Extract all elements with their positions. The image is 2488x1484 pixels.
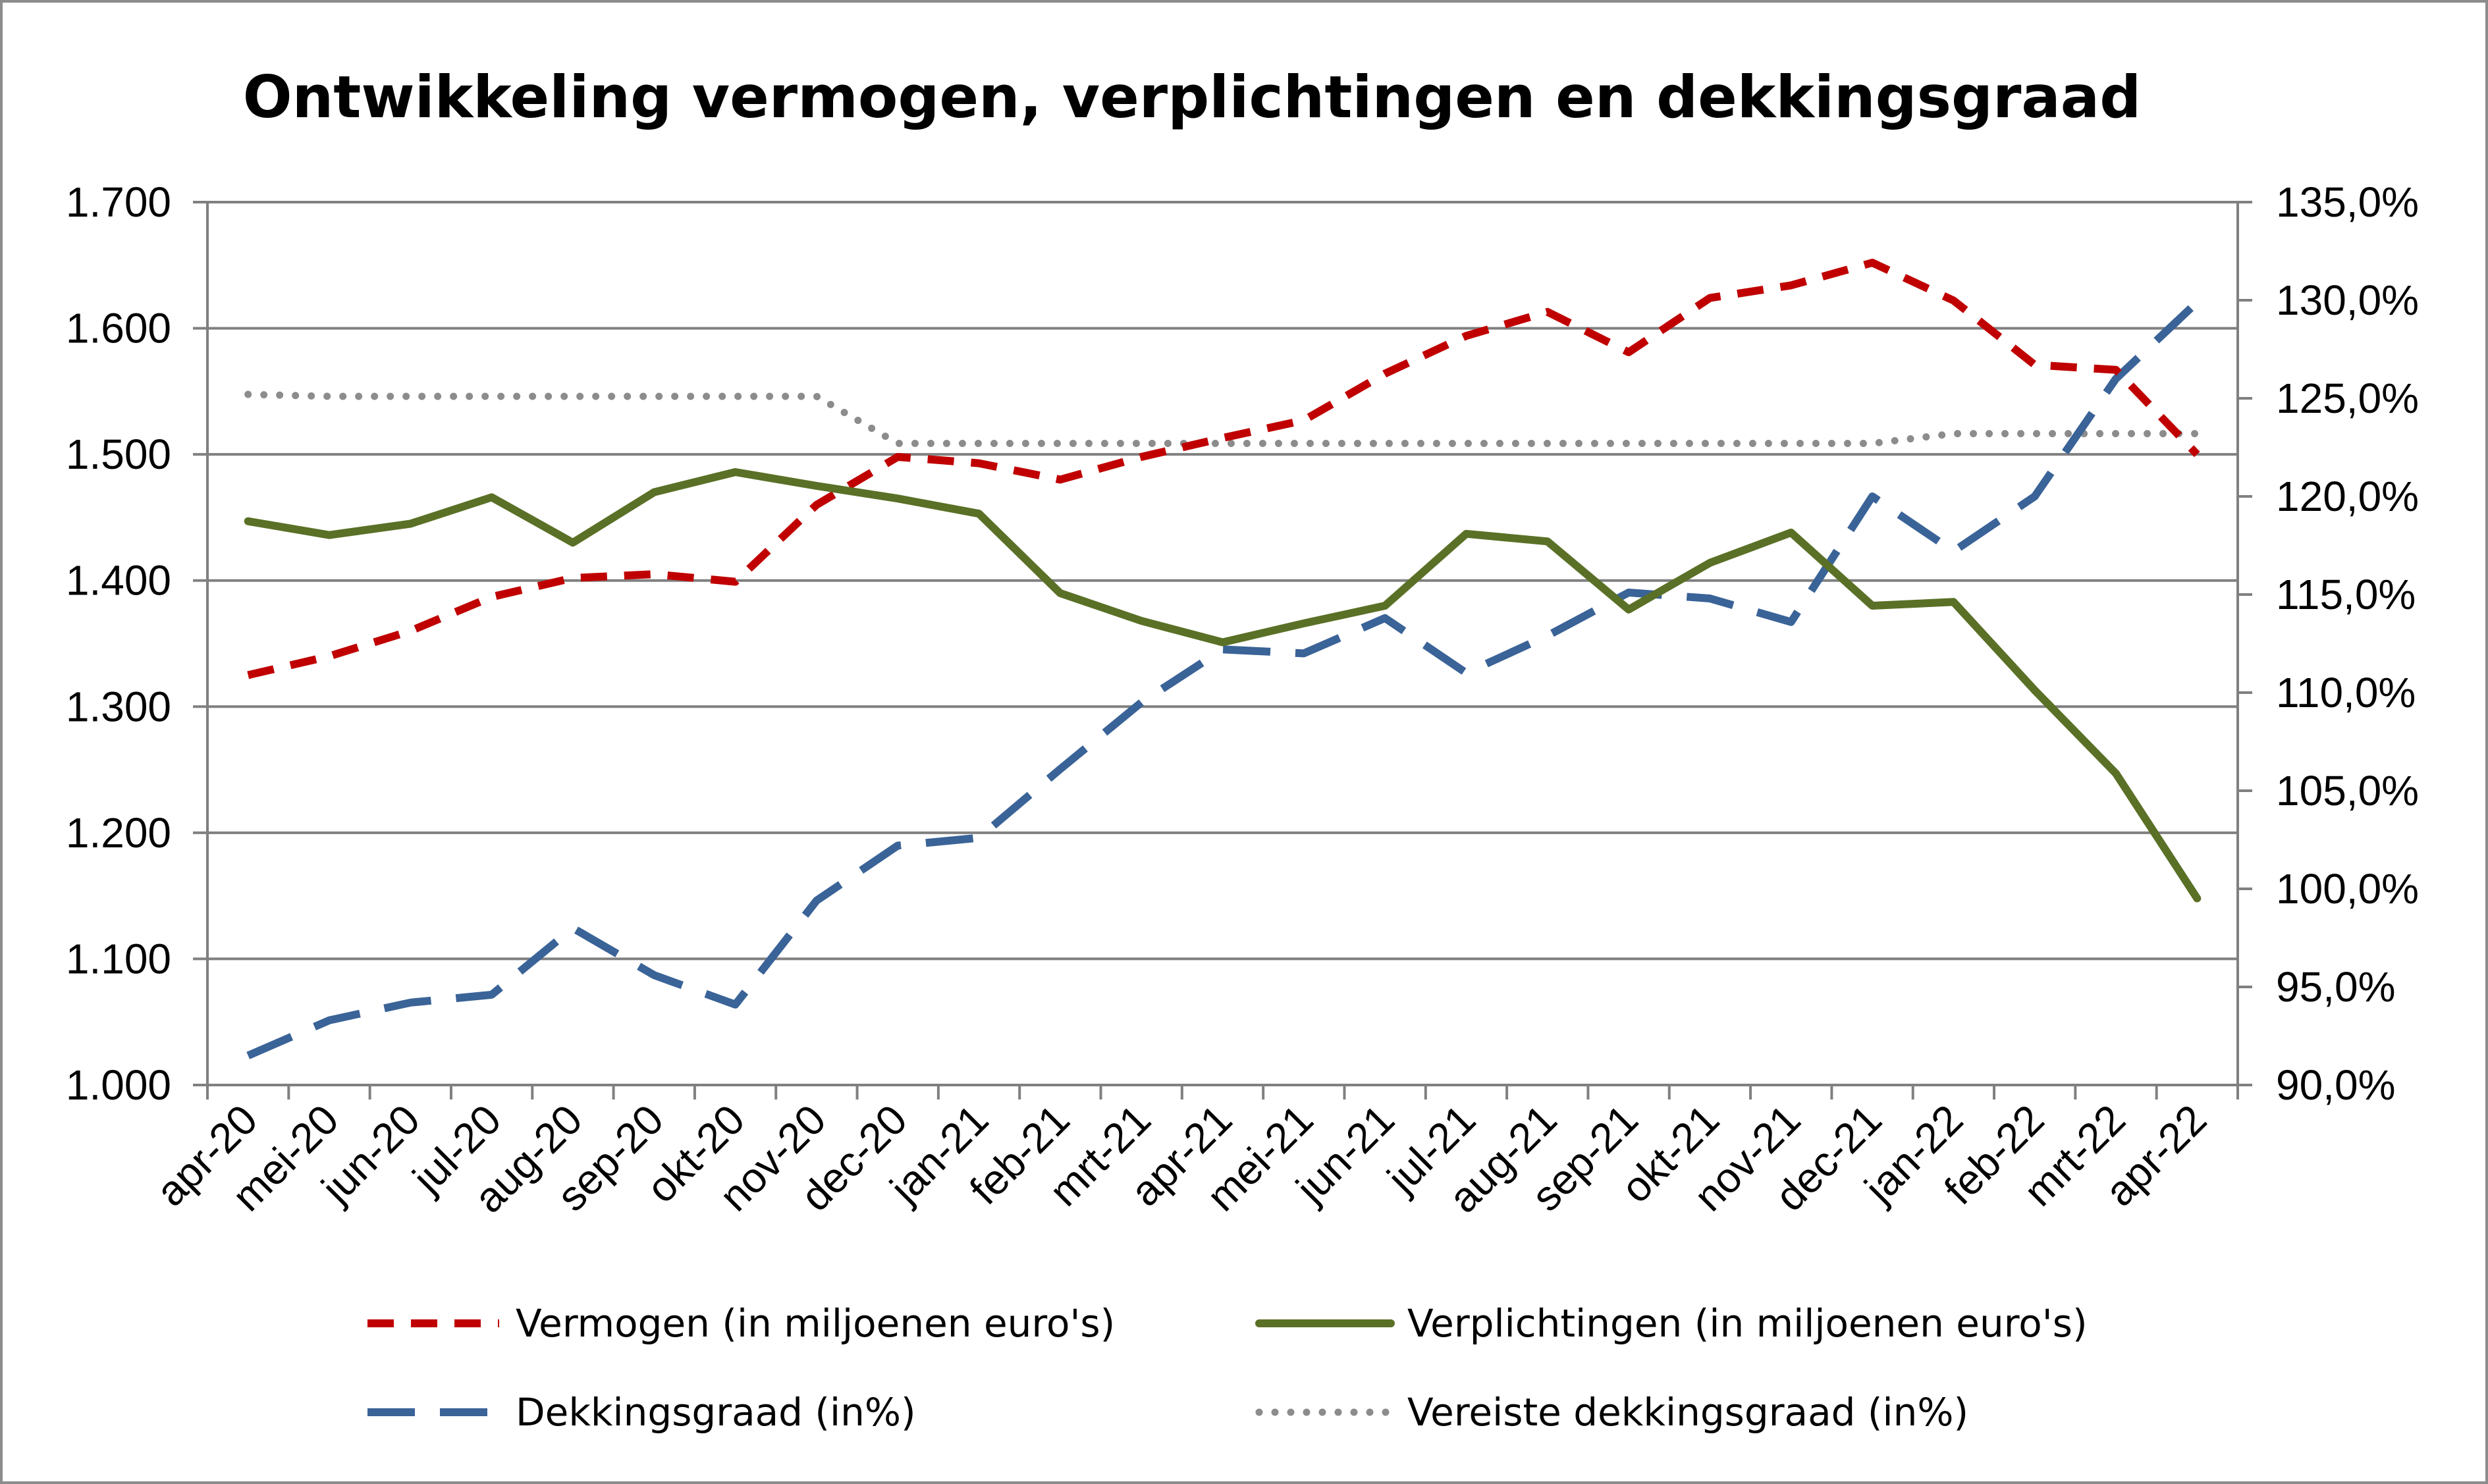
left-axis-tick-label: 1.500 <box>66 431 171 478</box>
right-axis-tick-label: 100,0% <box>2276 865 2419 913</box>
right-axis-tick-label: 110,0% <box>2276 669 2416 716</box>
legend: Vermogen (in miljoenen euro's) Verplichti… <box>367 1301 2088 1435</box>
right-axis-tick-label: 135,0% <box>2276 178 2419 226</box>
right-axis-tick-label: 95,0% <box>2276 963 2395 1011</box>
left-axis-tick-label: 1.000 <box>66 1061 171 1109</box>
left-axis-tick-label: 1.600 <box>66 305 171 352</box>
legend-label-vereiste: Vereiste dekkingsgraad (in%) <box>1407 1390 1968 1435</box>
series-line-vereiste <box>248 394 2198 444</box>
legend-label-verplichtingen: Verplichtingen (in miljoenen euro's) <box>1407 1301 2088 1346</box>
series-line-verplichtingen <box>248 472 2198 899</box>
series-line-vermogen <box>248 263 2198 675</box>
left-axis-tick-label: 1.300 <box>66 683 171 730</box>
series-line-dekkingsgraad <box>248 302 2198 1055</box>
chart-canvas: Ontwikkeling vermogen, verplichtingen en… <box>0 0 2488 1484</box>
left-axis-tick-label: 1.700 <box>66 178 171 226</box>
right-axis-tick-label: 105,0% <box>2276 767 2419 814</box>
right-axis-tick-label: 90,0% <box>2276 1061 2395 1109</box>
left-axis-tick-label: 1.200 <box>66 809 171 857</box>
left-axis-tick-label: 1.400 <box>66 557 171 604</box>
legend-label-vermogen: Vermogen (in miljoenen euro's) <box>516 1301 1115 1346</box>
left-axis-tick-labels: 1.000 1.100 1.200 1.300 1.400 1.500 1.600 1.700 <box>66 178 171 1109</box>
axes <box>193 202 2252 1100</box>
right-axis-tick-label: 115,0% <box>2276 571 2416 618</box>
legend-label-dekkingsgraad: Dekkingsgraad (in%) <box>516 1390 916 1435</box>
right-axis-tick-label: 130,0% <box>2276 277 2419 324</box>
left-axis-tick-label: 1.100 <box>66 935 171 982</box>
right-axis-tick-label: 125,0% <box>2276 375 2419 422</box>
x-axis-tick-labels: apr-20mei-20jun-20jul-20aug-20sep-20okt-… <box>147 1096 2215 1222</box>
series-lines <box>248 263 2198 1055</box>
gridlines <box>207 202 2238 959</box>
right-axis-tick-labels: 90,0% 95,0% 100,0% 105,0% 110,0% 115,0% 120,0%… <box>2276 178 2419 1109</box>
right-axis-tick-label: 120,0% <box>2276 473 2419 520</box>
chart-title: Ontwikkeling vermogen, verplichtingen en… <box>243 63 2141 131</box>
